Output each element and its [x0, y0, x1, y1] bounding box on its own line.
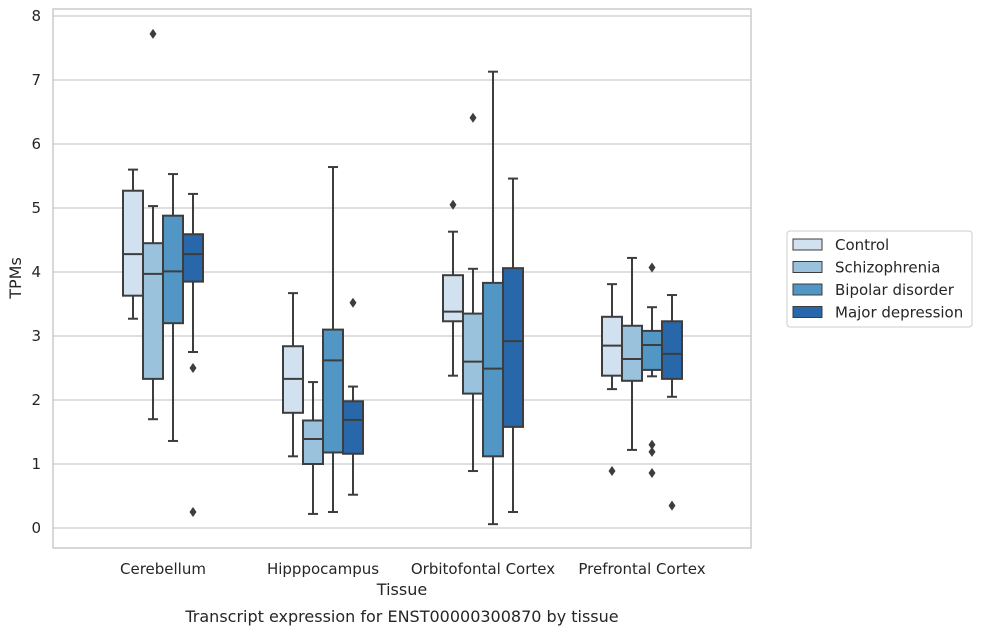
- box-control: [282, 292, 304, 458]
- outlier-point: [149, 28, 157, 39]
- box-series: [122, 28, 683, 526]
- plot-frame: [52, 8, 752, 549]
- box-major-depression: [661, 294, 683, 511]
- outlier-point: [648, 446, 656, 457]
- y-tick-label: 2: [31, 391, 41, 409]
- gridlines: [53, 15, 751, 529]
- y-tick-label: 6: [31, 135, 41, 153]
- outlier-point: [648, 439, 656, 450]
- y-tick-label: 5: [31, 199, 41, 217]
- y-axis-label: TPMs: [6, 257, 25, 300]
- x-axis-ticks: Cerebellum Hipppocampus Orbitofontal Corte…: [120, 560, 706, 578]
- box-bipolar-disorder: [482, 70, 504, 526]
- box-iqr: [462, 312, 484, 395]
- box-major-depression: [502, 177, 524, 513]
- x-tick-label: Prefrontal Cortex: [578, 560, 705, 578]
- y-tick-label: 1: [31, 455, 41, 473]
- y-axis-ticks: 0 1 2 3 4 5 6 7 8: [31, 7, 41, 537]
- outlier-point: [469, 112, 477, 123]
- x-axis-label: Tissue: [376, 580, 427, 599]
- box-iqr: [122, 189, 144, 297]
- box-control: [442, 199, 464, 377]
- outlier-point: [189, 507, 197, 517]
- y-tick-label: 8: [31, 7, 41, 25]
- box-bipolar-disorder: [641, 262, 663, 478]
- legend-label: Control: [835, 236, 889, 254]
- outlier-point: [648, 262, 656, 273]
- box-major-depression: [182, 192, 204, 517]
- legend-frame: [786, 230, 973, 328]
- outlier-point: [668, 500, 676, 511]
- x-tick-label: Orbitofontal Cortex: [411, 560, 555, 578]
- box-major-depression: [342, 297, 364, 496]
- legend: Control Schizophrenia Bipolar disorder Majo…: [786, 230, 973, 328]
- outlier-point: [189, 363, 197, 373]
- legend-swatch: [792, 238, 823, 251]
- box-iqr: [322, 328, 344, 454]
- box-iqr: [162, 214, 184, 325]
- box-bipolar-disorder: [322, 166, 344, 513]
- box-control: [601, 283, 623, 477]
- box-iqr: [641, 329, 663, 371]
- box-iqr: [142, 242, 164, 380]
- box-iqr: [182, 233, 204, 283]
- legend-label: Bipolar disorder: [835, 281, 955, 299]
- box-iqr: [502, 267, 524, 428]
- x-tick-label: Hipppocampus: [267, 560, 379, 578]
- legend-swatch: [792, 283, 823, 296]
- box-iqr: [661, 320, 683, 380]
- box-iqr: [302, 419, 324, 466]
- outlier-point: [648, 467, 656, 478]
- legend-label: Schizophrenia: [835, 259, 940, 277]
- box-control: [122, 168, 144, 320]
- outlier-point: [608, 466, 616, 477]
- y-tick-label: 3: [31, 327, 41, 345]
- chart-caption: Transcript expression for ENST0000030087…: [184, 607, 618, 626]
- outlier-point: [449, 199, 457, 210]
- legend-swatch: [792, 261, 823, 273]
- y-tick-label: 0: [31, 519, 41, 537]
- outlier-point: [349, 297, 357, 308]
- y-tick-label: 4: [31, 263, 41, 281]
- box-iqr: [621, 324, 643, 382]
- box-iqr: [442, 274, 464, 323]
- box-iqr: [342, 400, 364, 455]
- x-tick-label: Cerebellum: [120, 560, 206, 578]
- y-tick-label: 7: [31, 71, 41, 89]
- legend-swatch: [792, 306, 823, 318]
- legend-label: Major depression: [835, 304, 963, 322]
